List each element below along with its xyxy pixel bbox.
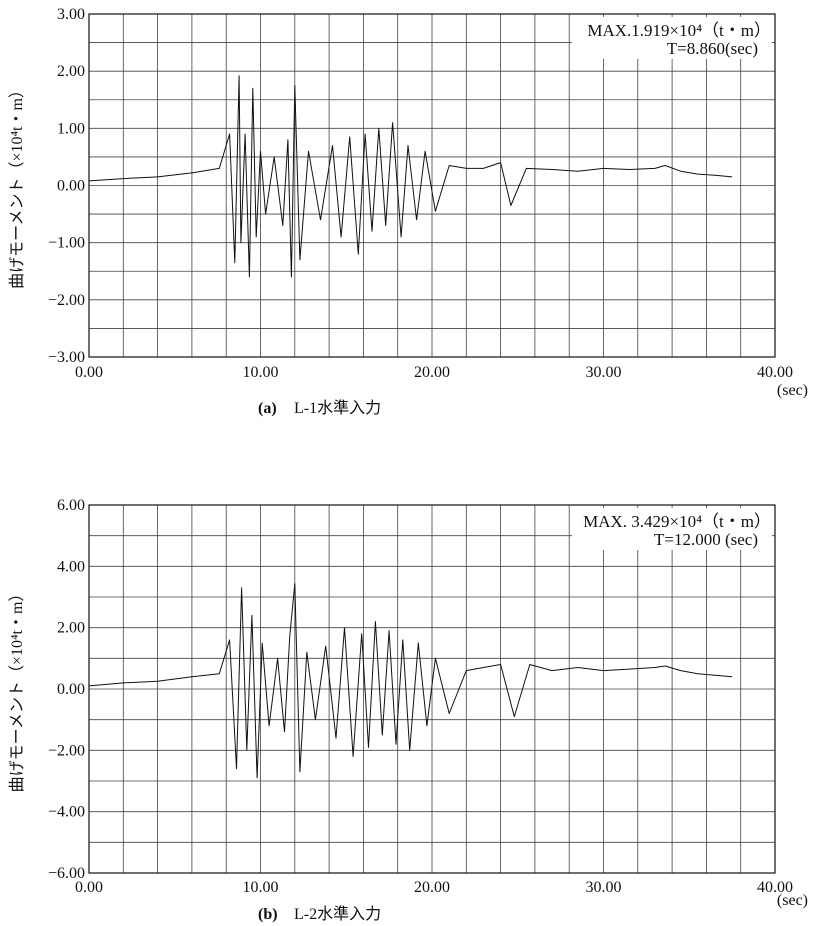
y-axis-label-a: 曲げモーメント（×10⁴t・m） — [8, 82, 26, 289]
series-line-b — [88, 583, 733, 779]
y-tick-label: 4.00 — [57, 558, 85, 575]
y-tick-label: 2.00 — [57, 63, 85, 80]
x-tick-labels-b: 0.00 10.00 20.00 30.00 40.00 — [75, 879, 793, 896]
y-tick-label: 2.00 — [57, 620, 85, 637]
x-tick-label: 30.00 — [586, 364, 622, 381]
chart-panel-b: 6.00 4.00 2.00 0.00 −2.00 −4.00 −6.00 0.00 10.0… — [8, 497, 808, 923]
grid-a — [88, 13, 776, 358]
y-tick-label: 1.00 — [57, 120, 85, 137]
panel-label-b: (b) — [258, 906, 278, 923]
panel-caption-a: L-1水準入力 — [294, 399, 381, 417]
x-tick-label: 10.00 — [243, 364, 279, 381]
x-tick-label: 40.00 — [757, 364, 793, 381]
y-tick-label: 6.00 — [57, 497, 85, 514]
x-tick-label: 40.00 — [757, 879, 793, 896]
x-tick-label: 0.00 — [75, 364, 103, 381]
plot-frame-b — [88, 504, 776, 874]
y-tick-label: 0.00 — [57, 681, 85, 698]
y-tick-label: −4.00 — [48, 804, 85, 821]
x-tick-label: 10.00 — [243, 879, 279, 896]
panel-label-a: (a) — [258, 400, 277, 417]
x-tick-labels-a: 0.00 10.00 20.00 30.00 40.00 — [75, 364, 793, 381]
y-tick-label: 3.00 — [57, 6, 85, 23]
plot-frame-a — [88, 13, 776, 358]
y-tick-label: −3.00 — [48, 349, 85, 366]
annotation-time-a: T=8.860(sec) — [667, 39, 758, 58]
y-tick-label: −6.00 — [48, 865, 85, 882]
x-tick-label: 30.00 — [586, 879, 622, 896]
y-tick-label: 0.00 — [57, 178, 85, 195]
x-tick-label: 20.00 — [414, 364, 450, 381]
chart-panel-a: 3.00 2.00 1.00 0.00 −1.00 −2.00 −3.00 0.00 10.0… — [8, 6, 808, 417]
y-tick-label: −2.00 — [48, 742, 85, 759]
y-tick-label: −2.00 — [48, 292, 85, 309]
x-tick-label: 0.00 — [75, 879, 103, 896]
series-line-a — [88, 75, 733, 278]
panel-caption-b: L-2水準入力 — [294, 905, 381, 923]
x-unit-label-a: (sec) — [777, 382, 808, 399]
y-tick-labels-a: 3.00 2.00 1.00 0.00 −1.00 −2.00 −3.00 — [48, 6, 85, 366]
y-tick-labels-b: 6.00 4.00 2.00 0.00 −2.00 −4.00 −6.00 — [48, 497, 85, 882]
y-tick-label: −1.00 — [48, 235, 85, 252]
x-unit-label-b: (sec) — [777, 892, 808, 909]
annotation-time-b: T=12.000 (sec) — [654, 530, 758, 549]
y-axis-label-b: 曲げモーメント（×10⁴t・m） — [8, 586, 26, 793]
x-tick-label: 20.00 — [414, 879, 450, 896]
annotation-box-a — [572, 17, 772, 59]
annotation-max-b: MAX. 3.429×10⁴（t・m） — [583, 512, 771, 531]
annotation-max-a: MAX.1.919×10⁴（t・m） — [587, 21, 771, 40]
annotation-box-b — [572, 508, 772, 550]
